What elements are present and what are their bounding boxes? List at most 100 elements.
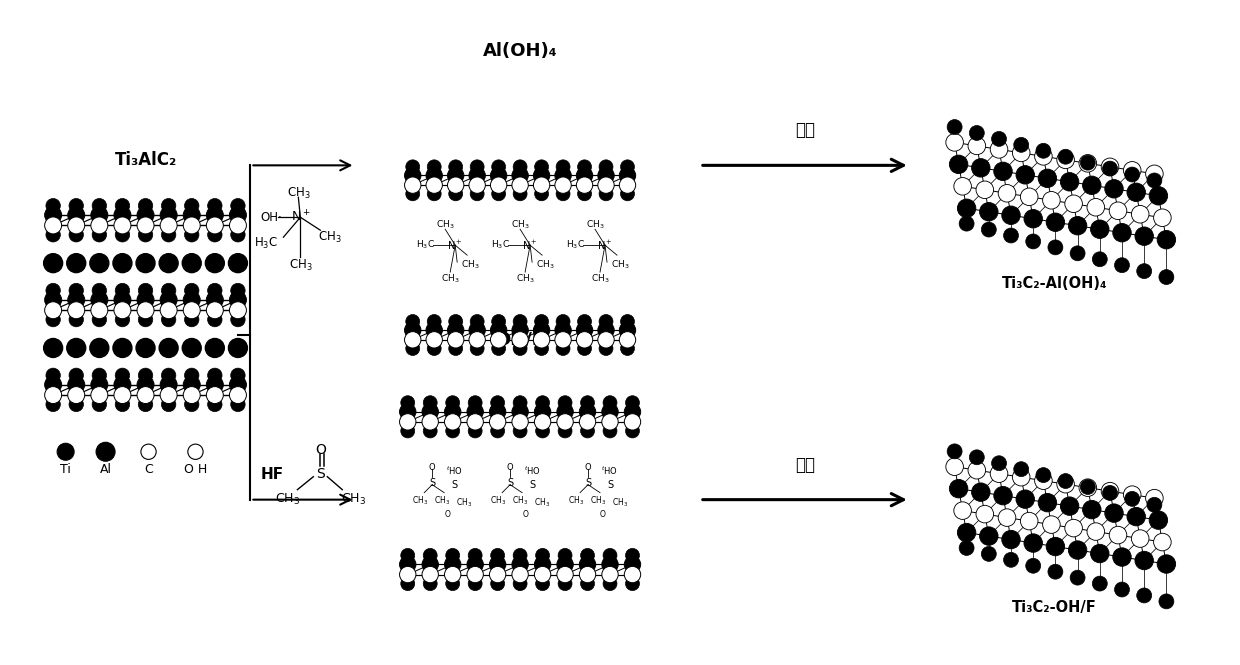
Text: CH$_3$: CH$_3$ [456, 496, 472, 509]
Circle shape [1102, 161, 1117, 176]
Circle shape [138, 302, 154, 319]
Circle shape [1080, 479, 1095, 495]
Circle shape [1125, 491, 1140, 506]
Circle shape [1115, 258, 1130, 273]
Circle shape [1092, 252, 1107, 267]
Circle shape [1083, 176, 1101, 195]
Circle shape [554, 177, 572, 194]
Circle shape [1069, 217, 1086, 235]
Circle shape [1012, 468, 1030, 486]
Circle shape [490, 567, 506, 583]
Circle shape [1157, 231, 1176, 249]
Circle shape [139, 198, 153, 213]
Circle shape [229, 376, 247, 393]
Circle shape [1021, 188, 1038, 205]
Circle shape [113, 253, 131, 273]
Circle shape [533, 332, 549, 348]
Circle shape [598, 177, 614, 194]
Circle shape [954, 502, 971, 519]
Circle shape [185, 313, 198, 327]
Circle shape [1159, 594, 1174, 609]
Circle shape [533, 322, 549, 338]
Circle shape [947, 120, 962, 134]
Circle shape [556, 342, 570, 356]
Circle shape [401, 424, 414, 438]
Circle shape [1159, 269, 1174, 285]
Text: CH$_3$: CH$_3$ [341, 492, 366, 507]
Circle shape [448, 168, 464, 184]
Circle shape [533, 177, 549, 194]
Circle shape [46, 198, 61, 213]
Circle shape [45, 291, 62, 309]
Circle shape [427, 332, 443, 348]
Circle shape [445, 424, 460, 438]
Circle shape [229, 291, 247, 309]
Circle shape [624, 556, 641, 573]
Circle shape [1038, 169, 1056, 188]
Circle shape [92, 313, 107, 327]
Circle shape [69, 283, 83, 298]
Circle shape [1125, 167, 1140, 182]
Circle shape [625, 549, 640, 563]
Circle shape [1115, 582, 1130, 597]
Circle shape [1087, 523, 1105, 541]
Circle shape [207, 397, 222, 412]
Circle shape [470, 315, 484, 329]
Circle shape [1149, 511, 1168, 529]
Circle shape [1137, 263, 1152, 279]
Circle shape [95, 442, 115, 462]
Circle shape [46, 368, 61, 382]
Text: S: S [316, 467, 325, 481]
Circle shape [599, 315, 613, 329]
Circle shape [423, 549, 438, 563]
Circle shape [115, 198, 130, 213]
Circle shape [161, 283, 176, 298]
Circle shape [968, 462, 986, 479]
Circle shape [91, 217, 108, 234]
Circle shape [115, 283, 130, 298]
Circle shape [46, 313, 61, 327]
Circle shape [139, 313, 153, 327]
Circle shape [619, 322, 636, 338]
Circle shape [619, 168, 636, 184]
Circle shape [469, 577, 482, 591]
Circle shape [89, 338, 109, 358]
Circle shape [1101, 158, 1118, 176]
Text: O: O [315, 443, 326, 457]
Circle shape [160, 302, 177, 319]
Circle shape [512, 322, 528, 338]
Circle shape [1083, 500, 1101, 519]
Circle shape [579, 567, 595, 583]
Circle shape [625, 577, 640, 591]
Circle shape [114, 207, 131, 223]
Text: Ti: Ti [61, 464, 71, 476]
Circle shape [138, 291, 154, 309]
Circle shape [92, 368, 107, 382]
Circle shape [91, 376, 108, 393]
Circle shape [1112, 548, 1131, 567]
Circle shape [114, 302, 131, 319]
Circle shape [423, 577, 438, 591]
Circle shape [423, 424, 438, 438]
Text: Ti₃C₂-OH/F: Ti₃C₂-OH/F [1012, 600, 1097, 615]
Circle shape [45, 217, 62, 234]
Circle shape [139, 397, 153, 412]
Circle shape [1087, 198, 1105, 216]
Circle shape [556, 315, 570, 329]
Circle shape [68, 207, 84, 223]
Circle shape [492, 187, 506, 201]
Circle shape [229, 302, 247, 319]
Circle shape [467, 414, 484, 430]
Circle shape [578, 315, 591, 329]
Circle shape [598, 168, 614, 184]
Circle shape [1146, 489, 1163, 507]
Circle shape [579, 414, 595, 430]
Text: N$^+$: N$^+$ [448, 239, 463, 252]
Circle shape [422, 404, 439, 420]
Circle shape [89, 253, 109, 273]
Circle shape [231, 198, 246, 213]
Circle shape [161, 227, 176, 242]
Circle shape [603, 577, 618, 591]
Circle shape [513, 577, 527, 591]
Circle shape [69, 368, 83, 382]
